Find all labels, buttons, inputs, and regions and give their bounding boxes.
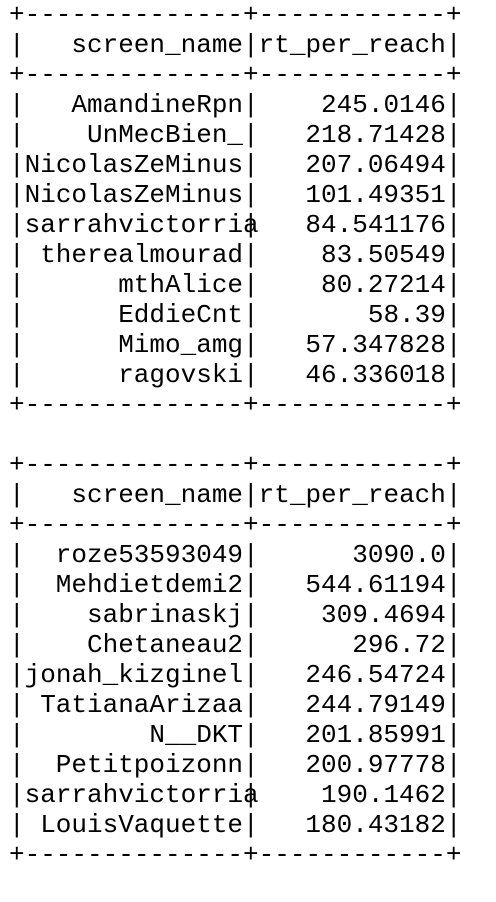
data-row: | Mimo_amg| 57.347828|: [9, 330, 462, 360]
data-row: | mthAlice| 80.27214|: [9, 270, 462, 300]
table-cell: N__DKT: [149, 720, 244, 750]
table-cell: 218.71428: [305, 120, 446, 150]
table-cell: AmandineRpn: [71, 90, 244, 120]
table-cell: TatianaArizaa: [40, 690, 244, 720]
header-row: | screen_name|rt_per_reach|: [9, 30, 462, 60]
data-row: | roze53593049| 3090.0|: [9, 540, 462, 570]
column-header: screen_name: [71, 30, 244, 60]
table-cell: Mehdietdemi2: [55, 570, 244, 600]
data-row: | Mehdietdemi2| 544.61194|: [9, 570, 462, 600]
table-cell: Petitpoizonn: [55, 750, 244, 780]
table-cell: 84.541176: [305, 210, 446, 240]
data-row: | ragovski| 46.336018|: [9, 360, 462, 390]
table-cell: therealmourad: [40, 240, 244, 270]
table-cell: 244.79149: [305, 690, 446, 720]
data-row: | N__DKT| 201.85991|: [9, 720, 462, 750]
table-cell: NicolasZeMinus: [24, 150, 244, 180]
data-row: | Chetaneau2| 296.72|: [9, 630, 462, 660]
data-row: | TatianaArizaa| 244.79149|: [9, 690, 462, 720]
table-cell: 200.97778: [305, 750, 446, 780]
table-cell: EddieCnt: [118, 300, 244, 330]
data-row: |sarrahvictorria| 190.1462|: [9, 780, 462, 810]
data-row: | sabrinaskj| 309.4694|: [9, 600, 462, 630]
table-cell: Mimo_amg: [118, 330, 244, 360]
data-row: | EddieCnt| 58.39|: [9, 300, 462, 330]
table-cell: ragovski: [118, 360, 244, 390]
data-row: | UnMecBien_| 218.71428|: [9, 120, 462, 150]
table-cell: roze53593049: [55, 540, 244, 570]
table-cell: 190.1462: [321, 780, 446, 810]
table-border: +--------------+------------+: [9, 0, 462, 30]
table-cell: 58.39: [367, 300, 446, 330]
table-cell: 83.50549: [321, 240, 446, 270]
table-cell: jonah_kizginel: [24, 660, 244, 690]
table-cell: 246.54724: [305, 660, 446, 690]
column-header: screen_name: [71, 480, 244, 510]
header-row: | screen_name|rt_per_reach|: [9, 480, 462, 510]
table-cell: UnMecBien_: [87, 120, 244, 150]
table-border: +--------------+------------+: [9, 60, 462, 90]
table-cell: sarrahvictorria: [24, 210, 259, 240]
table-cell: 207.06494: [305, 150, 446, 180]
table-cell: 80.27214: [321, 270, 446, 300]
table-cell: NicolasZeMinus: [24, 180, 244, 210]
table-cell: 3090.0: [352, 540, 446, 570]
table-cell: Chetaneau2: [87, 630, 244, 660]
table-cell: 201.85991: [305, 720, 446, 750]
table-border: +--------------+------------+: [9, 510, 462, 540]
table-cell: 180.43182: [305, 810, 446, 840]
column-header: rt_per_reach: [258, 30, 446, 60]
table-cell: 46.336018: [305, 360, 446, 390]
table-cell: 296.72: [352, 630, 446, 660]
table-cell: 544.61194: [305, 570, 446, 600]
data-row: | therealmourad| 83.50549|: [9, 240, 462, 270]
table-border: +--------------+------------+: [9, 390, 462, 420]
table-cell: 101.49351: [305, 180, 446, 210]
column-header: rt_per_reach: [258, 480, 446, 510]
table-border: +--------------+------------+: [9, 450, 462, 480]
data-row: | AmandineRpn| 245.0146|: [9, 90, 462, 120]
table-border: +--------------+------------+: [9, 840, 462, 870]
data-row: | LouisVaquette| 180.43182|: [9, 810, 462, 840]
data-row: |jonah_kizginel| 246.54724|: [9, 660, 462, 690]
table-cell: 309.4694: [321, 600, 446, 630]
table-cell: 57.347828: [305, 330, 446, 360]
data-row: | Petitpoizonn| 200.97778|: [9, 750, 462, 780]
table-cell: LouisVaquette: [40, 810, 244, 840]
table-cell: sabrinaskj: [87, 600, 244, 630]
table-cell: mthAlice: [118, 270, 244, 300]
data-row: |NicolasZeMinus| 101.49351|: [9, 180, 462, 210]
data-row: |NicolasZeMinus| 207.06494|: [9, 150, 462, 180]
table-cell: 245.0146: [321, 90, 446, 120]
table-cell: sarrahvictorria: [24, 780, 259, 810]
data-row: |sarrahvictorria| 84.541176|: [9, 210, 462, 240]
